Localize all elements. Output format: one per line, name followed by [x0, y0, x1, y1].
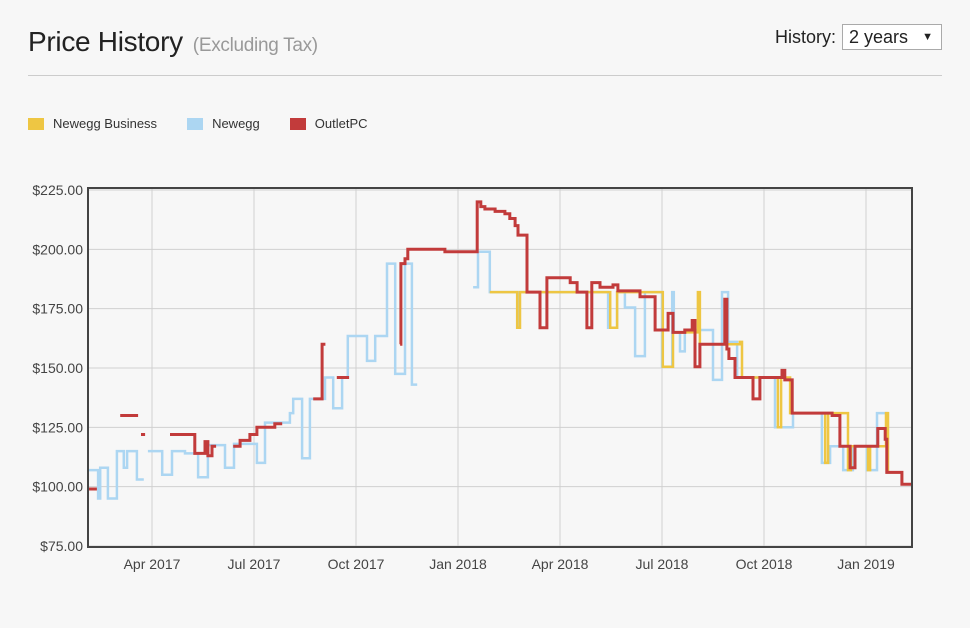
subtitle: (Excluding Tax) [192, 35, 318, 56]
x-tick-label: Oct 2018 [736, 556, 793, 572]
x-tick-label: Jan 2018 [429, 556, 487, 572]
y-tick-label: $175.00 [32, 301, 83, 317]
divider [28, 75, 942, 76]
y-tick-label: $125.00 [32, 419, 83, 435]
legend-item-newegg-business[interactable]: Newegg Business [28, 116, 157, 131]
history-select[interactable]: 2 years ▼ [842, 24, 942, 50]
y-tick-label: $100.00 [32, 479, 83, 495]
x-tick-label: Apr 2017 [124, 556, 181, 572]
legend-item-outletpc[interactable]: OutletPC [289, 116, 368, 131]
y-tick-label: $150.00 [32, 360, 83, 376]
title-text: Price History [28, 26, 183, 57]
y-tick-label: $225.00 [32, 182, 83, 198]
series-line-newegg-business [489, 290, 913, 486]
x-tick-label: Apr 2018 [532, 556, 589, 572]
y-tick-label: $200.00 [32, 241, 83, 257]
x-tick-label: Jul 2017 [228, 556, 281, 572]
legend: Newegg Business Newegg OutletPC [28, 116, 398, 131]
legend-label: Newegg Business [53, 116, 158, 131]
page-title: Price History (Excluding Tax) [28, 26, 318, 58]
x-tick-label: Jan 2019 [837, 556, 895, 572]
history-value: 2 years [849, 26, 909, 47]
legend-swatch [289, 117, 306, 130]
series-line-outletpc [87, 200, 913, 491]
legend-label: OutletPC [314, 116, 368, 131]
plot-border [87, 187, 913, 548]
x-tick-label: Oct 2017 [328, 556, 385, 572]
y-tick-label: $75.00 [40, 538, 83, 554]
chevron-down-icon: ▼ [922, 31, 933, 43]
legend-swatch [28, 117, 44, 130]
x-tick-label: Jul 2018 [636, 556, 689, 572]
history-control: History: 2 years ▼ [775, 24, 942, 50]
legend-item-newegg[interactable]: Newegg [187, 116, 260, 131]
history-label: History: [774, 26, 836, 47]
legend-swatch [187, 117, 204, 130]
legend-label: Newegg [212, 116, 260, 131]
